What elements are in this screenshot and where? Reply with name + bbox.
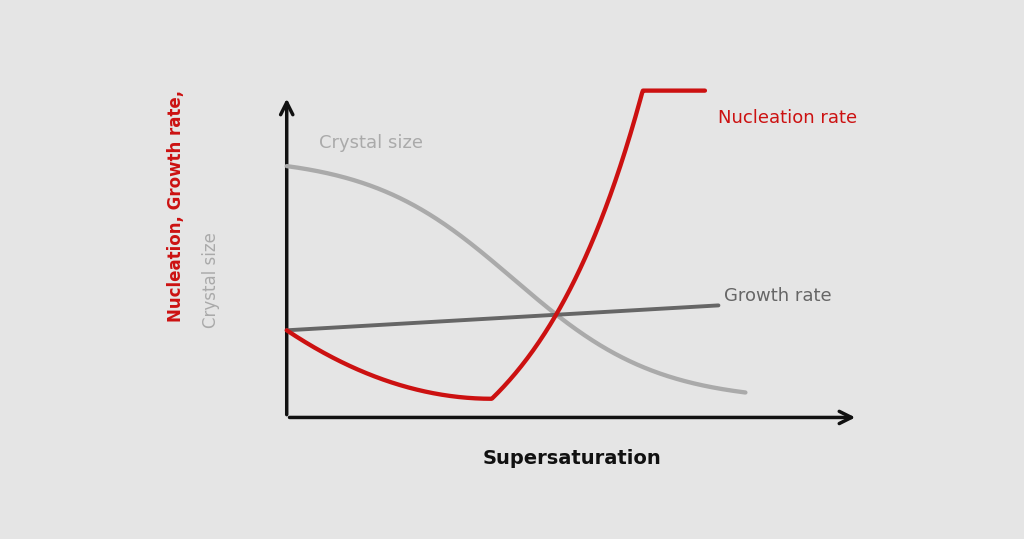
Text: Nucleation, Growth rate,: Nucleation, Growth rate,	[167, 89, 184, 322]
Text: Growth rate: Growth rate	[724, 287, 831, 305]
Text: Nucleation rate: Nucleation rate	[719, 109, 857, 127]
Text: Crystal size: Crystal size	[319, 134, 423, 152]
Text: Supersaturation: Supersaturation	[483, 450, 662, 468]
Text: Crystal size: Crystal size	[203, 232, 220, 328]
